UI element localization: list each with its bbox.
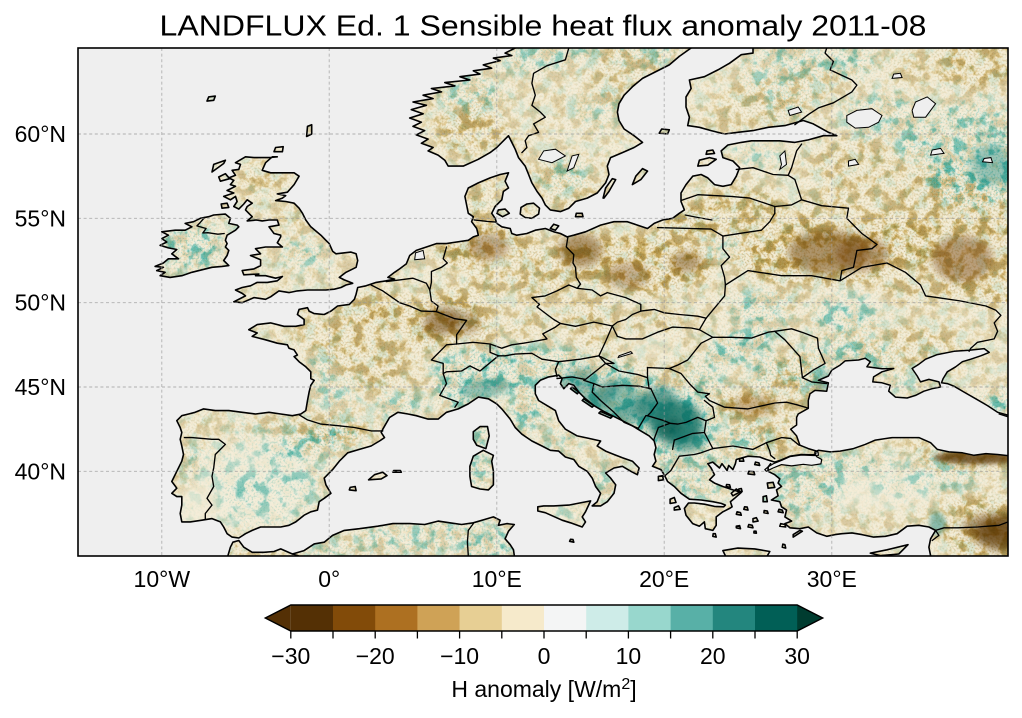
svg-text:H anomaly [W/m2]: H anomaly [W/m2] <box>451 676 636 702</box>
svg-text:10: 10 <box>616 643 642 669</box>
svg-text:30°E: 30°E <box>807 566 857 592</box>
svg-text:−30: −30 <box>271 643 310 669</box>
svg-text:10°W: 10°W <box>134 566 191 592</box>
svg-text:50°N: 50°N <box>15 290 66 316</box>
svg-text:45°N: 45°N <box>15 374 66 400</box>
svg-text:20°E: 20°E <box>639 566 689 592</box>
svg-text:0: 0 <box>538 643 551 669</box>
svg-text:−20: −20 <box>356 643 395 669</box>
svg-text:40°N: 40°N <box>15 458 66 484</box>
svg-text:20: 20 <box>700 643 726 669</box>
svg-text:30: 30 <box>784 643 810 669</box>
svg-text:−10: −10 <box>440 643 479 669</box>
svg-text:60°N: 60°N <box>15 121 66 147</box>
svg-text:LANDFLUX Ed. 1 Sensible heat f: LANDFLUX Ed. 1 Sensible heat flux anomal… <box>160 11 927 43</box>
svg-text:55°N: 55°N <box>15 205 66 231</box>
svg-text:10°E: 10°E <box>472 566 522 592</box>
svg-text:0°: 0° <box>318 566 340 592</box>
